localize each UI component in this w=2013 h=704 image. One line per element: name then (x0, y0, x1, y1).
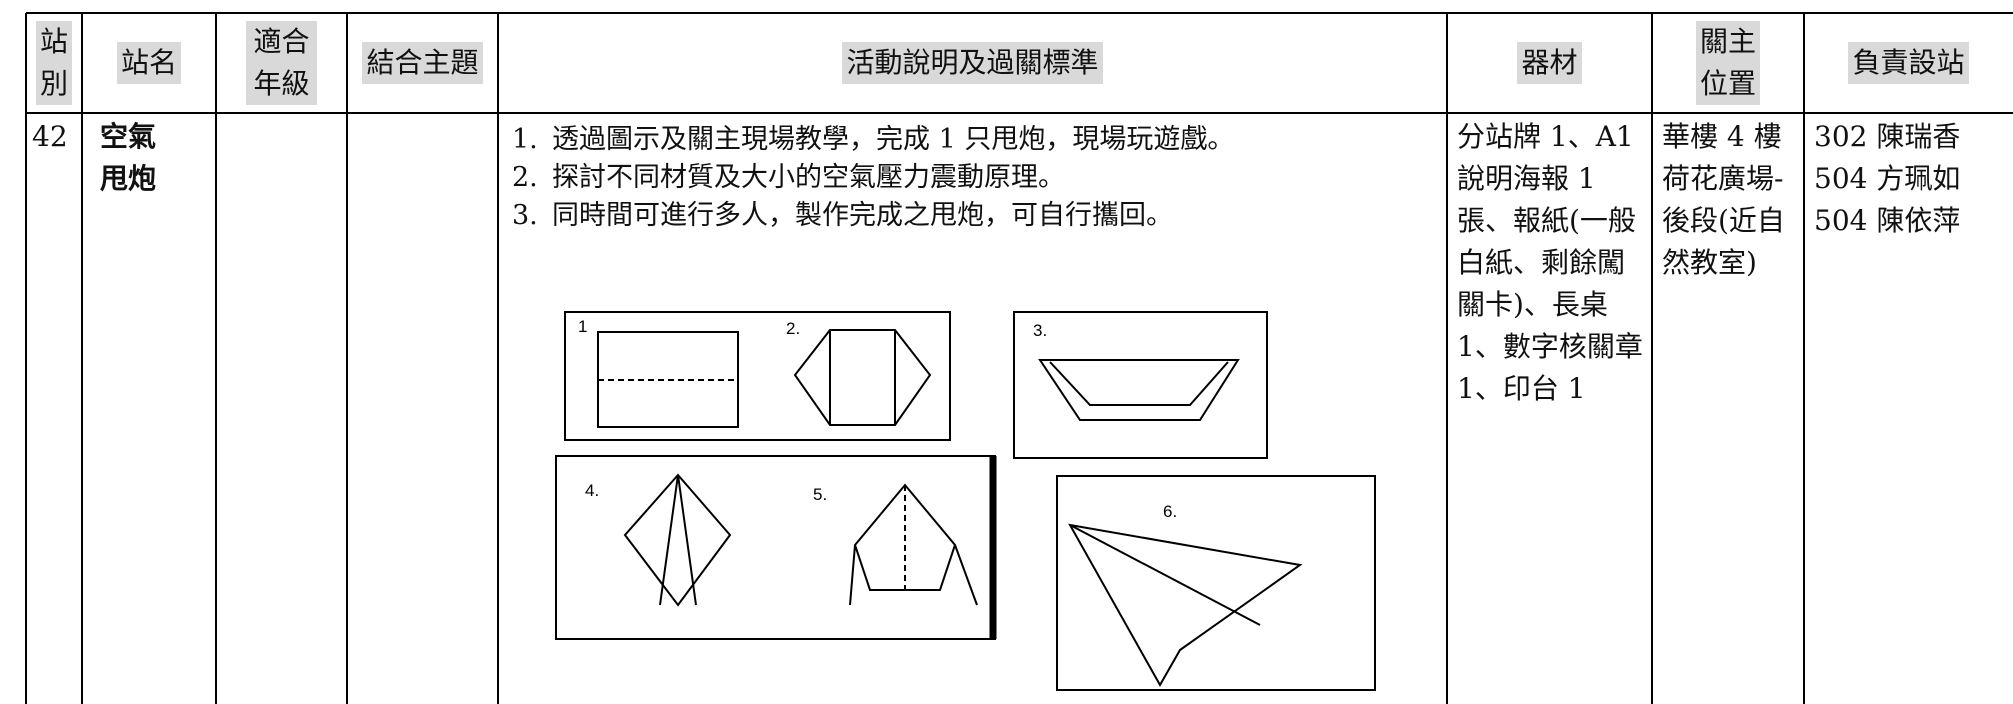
item-text: 同時間可進行多人，製作完成之甩炮，可自行攜回。 (552, 200, 1173, 231)
step-label: 4. (585, 481, 599, 500)
header-cell: 器材 (1447, 13, 1652, 113)
list-item: 2. 探討不同材質及大小的空氣壓力震動原理。 (512, 159, 1437, 197)
step-label: 6. (1163, 502, 1177, 521)
header-text: 器材 (1517, 42, 1582, 84)
staff: 302 陳瑞香 504 方珮如 504 陳依萍 (1814, 116, 2013, 242)
station-name: 空氣甩炮 (100, 120, 157, 195)
header-text: 站名 (116, 42, 181, 84)
step-label: 1 (578, 317, 587, 336)
item-number: 1. (512, 124, 538, 155)
location: 華樓 4 樓荷花廣場-後段(近自然教室) (1662, 120, 1785, 279)
header-cell: 關主位置 (1652, 13, 1804, 113)
header-cell: 結合主題 (347, 13, 498, 113)
item-number: 3. (512, 200, 538, 231)
item-number: 2. (512, 162, 538, 193)
item-text: 透過圖示及關主現場教學，完成 1 只甩炮，現場玩遊戲。 (552, 124, 1235, 155)
header-text: 負責設站 (1848, 42, 1969, 84)
staff-name: 504 陳依萍 (1814, 204, 1961, 237)
header-text: 活動說明及過關標準 (842, 42, 1103, 84)
header-cell: 適合年級 (216, 13, 347, 113)
equipment: 分站牌 1、A1 說明海報 1 張、報紙(一般白紙、剩餘闖關卡)、長桌 1、數字… (1457, 120, 1643, 405)
staff-name: 302 陳瑞香 (1814, 120, 1961, 153)
step-label: 5. (813, 485, 827, 504)
list-item: 3. 同時間可進行多人，製作完成之甩炮，可自行攜回。 (512, 197, 1437, 235)
header-text: 站別 (36, 21, 73, 105)
step-label: 2. (786, 319, 800, 338)
header-cell: 站名 (82, 13, 216, 113)
station-number: 42 (32, 120, 68, 153)
item-text: 探討不同材質及大小的空氣壓力震動原理。 (552, 162, 1065, 193)
header-cell: 站別 (26, 13, 82, 113)
header-text: 結合主題 (362, 42, 483, 84)
header-cell: 負責設站 (1804, 13, 2013, 113)
step-label: 3. (1033, 321, 1047, 340)
description: 1. 透過圖示及關主現場教學，完成 1 只甩炮，現場玩遊戲。 2. 探討不同材質及大… (512, 121, 1437, 235)
staff-name: 504 方珮如 (1814, 162, 1961, 195)
header-text: 關主位置 (1696, 21, 1760, 105)
header-text: 適合年級 (246, 21, 317, 105)
header-cell: 活動說明及過關標準 (498, 13, 1447, 113)
folding-diagram (555, 311, 1376, 691)
list-item: 1. 透過圖示及關主現場教學，完成 1 只甩炮，現場玩遊戲。 (512, 121, 1437, 159)
